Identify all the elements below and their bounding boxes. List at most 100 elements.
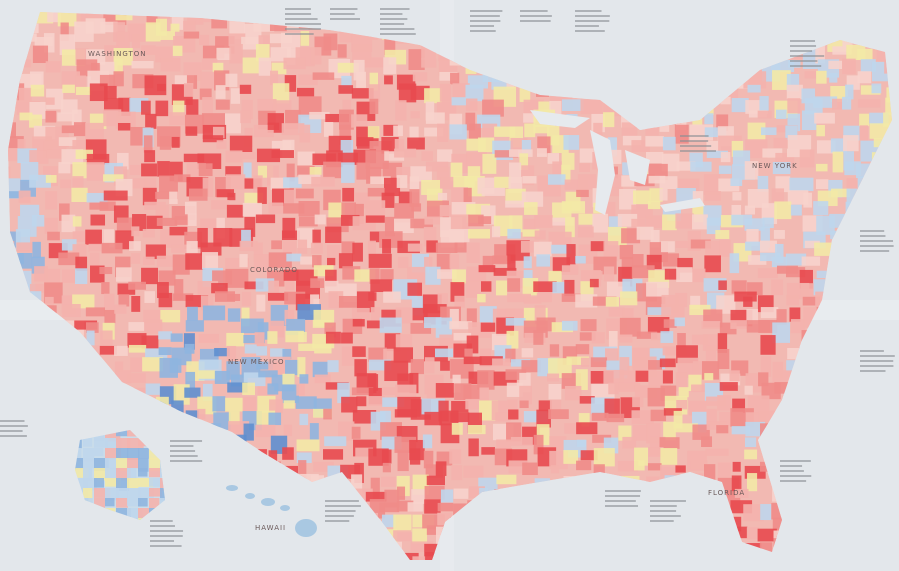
county-cell	[789, 177, 814, 192]
county-cell	[706, 150, 729, 158]
county-cell	[285, 359, 300, 376]
county-cell	[198, 163, 213, 177]
county-cell	[505, 318, 526, 326]
county-cell	[451, 465, 463, 481]
county-cell	[212, 396, 226, 412]
county-cell	[619, 357, 630, 376]
county-cell	[271, 62, 287, 75]
county-cell	[267, 383, 279, 395]
county-cell	[183, 20, 196, 31]
county-cell	[225, 166, 241, 176]
county-cell	[785, 267, 806, 278]
county-cell	[241, 291, 252, 306]
county-cell	[270, 304, 289, 326]
county-cell	[536, 409, 551, 428]
county-cell	[579, 332, 596, 341]
county-cell	[244, 281, 264, 290]
county-cell	[142, 187, 157, 206]
county-cell	[479, 356, 503, 366]
county-cell	[286, 163, 295, 182]
county-cell	[552, 161, 562, 175]
county-cell	[141, 267, 159, 285]
county-cell	[804, 240, 820, 248]
county-cell	[636, 226, 654, 240]
county-cell	[579, 163, 590, 172]
county-cell	[323, 449, 344, 460]
county-cell	[271, 140, 292, 151]
county-cell	[117, 152, 129, 170]
county-cell	[561, 293, 581, 302]
county-cell	[424, 486, 445, 500]
county-cell	[563, 450, 579, 464]
county-cell	[591, 412, 609, 421]
county-cell	[564, 423, 582, 434]
county-cell	[787, 98, 801, 114]
county-cell	[380, 422, 403, 440]
county-cell	[618, 382, 641, 392]
county-cell	[422, 434, 433, 449]
county-cell	[690, 239, 711, 249]
county-cell	[71, 109, 82, 126]
county-cell	[451, 422, 463, 435]
county-cell	[227, 192, 236, 201]
county-cell	[310, 475, 325, 486]
county-cell	[367, 396, 385, 406]
county-cell	[75, 149, 94, 159]
county-cell	[729, 253, 740, 274]
annotation-line	[325, 520, 350, 522]
county-cell	[590, 241, 605, 252]
county-cell	[257, 165, 274, 178]
county-cell	[256, 346, 268, 356]
county-cell	[533, 434, 544, 455]
county-cell	[158, 347, 172, 356]
county-cell	[199, 34, 210, 46]
county-cell	[832, 98, 848, 110]
county-cell	[356, 71, 366, 88]
county-cell	[468, 123, 481, 139]
county-cell	[297, 151, 315, 168]
county-cell	[104, 45, 119, 55]
annotation-line	[860, 370, 886, 372]
county-cell	[468, 214, 484, 227]
county-cell	[342, 99, 352, 114]
county-cell	[576, 189, 589, 198]
county-cell	[786, 84, 803, 100]
county-cell	[580, 450, 598, 461]
county-cell	[325, 331, 341, 344]
county-cell	[369, 72, 378, 91]
county-cell	[645, 136, 664, 147]
annotation-line	[650, 505, 677, 507]
county-cell	[312, 319, 332, 328]
county-cell	[482, 123, 498, 138]
county-cell	[145, 383, 161, 395]
county-cell	[650, 230, 660, 248]
county-cell	[449, 228, 470, 243]
county-cell	[297, 165, 315, 176]
county-cell	[281, 384, 299, 404]
county-cell	[519, 85, 531, 102]
county-cell	[619, 317, 641, 337]
county-cell	[731, 214, 753, 226]
county-cell	[547, 153, 560, 164]
county-cell	[103, 174, 124, 182]
county-cell	[494, 176, 511, 189]
county-cell	[393, 218, 414, 234]
county-cell	[580, 357, 590, 367]
county-cell	[716, 114, 729, 131]
county-cell	[202, 305, 226, 321]
county-cell	[396, 500, 414, 512]
county-cell	[114, 361, 124, 372]
county-cell	[394, 138, 405, 154]
county-cell	[548, 384, 562, 400]
county-cell	[85, 12, 108, 19]
state-label: HAWAII	[255, 524, 286, 532]
county-cell	[760, 252, 781, 262]
county-cell	[104, 293, 115, 314]
county-cell	[75, 478, 89, 489]
county-cell	[74, 320, 98, 330]
county-cell	[83, 478, 98, 491]
county-cell	[356, 137, 374, 149]
county-cell	[309, 166, 322, 175]
county-cell	[367, 374, 379, 391]
county-cell	[622, 308, 634, 318]
